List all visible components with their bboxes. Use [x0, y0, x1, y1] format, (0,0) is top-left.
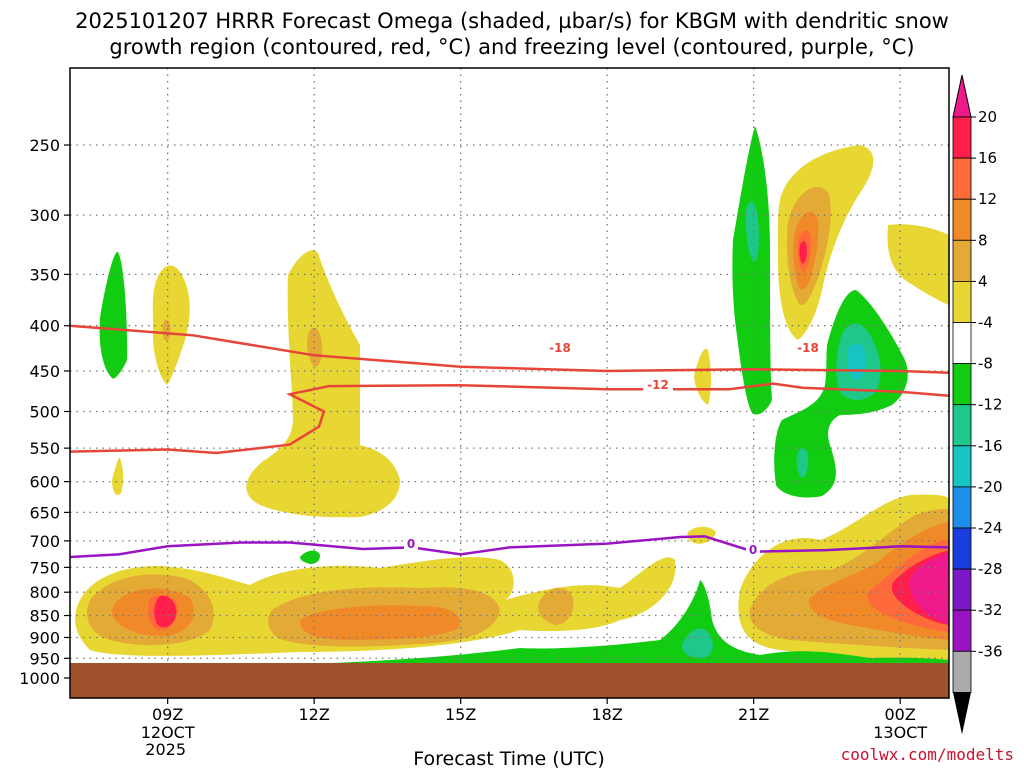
omega-09z-upper-4: [152, 265, 190, 385]
y-tick-label-300: 300: [29, 206, 60, 225]
y-tick-label-350: 350: [29, 265, 60, 284]
y-tick-label-800: 800: [29, 583, 60, 602]
colorbar-swatch-3: [952, 239, 972, 282]
omega-band-lowlevel-12: [112, 588, 460, 640]
dgz-minus18-contour: [70, 324, 949, 374]
colorbar-swatch-10: [952, 527, 972, 570]
omega-22z-upper-pos-20: [799, 240, 807, 264]
ground-terrain: [70, 663, 949, 698]
contour-labels: -18 -18 -12 0 0: [404, 341, 823, 557]
y-tick-label-600: 600: [29, 473, 60, 492]
x-tick-year-09Z: 2025: [145, 740, 186, 759]
omega-08z-mid-pos: [112, 457, 124, 495]
y-tick-label-700: 700: [29, 532, 60, 551]
omega-20z-mid-pos: [694, 348, 711, 405]
freezing-level-label: 0: [407, 537, 415, 551]
colorbar-swatch-9: [952, 486, 972, 529]
colorbar-label-1: 16: [978, 149, 997, 167]
colorbar-label-8: -16: [978, 437, 1003, 455]
x-tick-label-15Z: 15Z: [445, 705, 476, 724]
y-tick-label-750: 750: [29, 558, 60, 577]
y-tick-label-500: 500: [29, 403, 60, 422]
y-tick-label-950: 950: [29, 649, 60, 668]
omega-shading: [75, 126, 949, 665]
x-tick-label-18Z: 18Z: [592, 705, 623, 724]
omega-22z-lower-neg-8: [796, 447, 809, 478]
y-tick-label-450: 450: [29, 362, 60, 381]
y-axis: 250 300 350 400 450 500 550 600 650 700 750 800 850 9…: [19, 136, 70, 688]
omega-08z-upper-neg: [99, 251, 128, 379]
colorbar-label-11: -28: [978, 560, 1003, 578]
y-tick-label-250: 250: [29, 136, 60, 155]
x-tick-sub-00Z: 13OCT: [873, 723, 927, 742]
colorbar-swatch-13: [952, 650, 972, 693]
colorbar-label-6: -8: [978, 355, 993, 373]
x-tick-label-09Z: 09Z: [152, 705, 183, 724]
omega-12z-small-neg: [300, 550, 320, 564]
colorbar-swatch-8: [952, 445, 972, 488]
omega-09z-upper-8: [162, 319, 171, 342]
omega-core-lowlevel-00z: [909, 553, 949, 625]
dgz-minus18-label-2: -18: [797, 341, 819, 355]
freezing-level-label-2: 0: [749, 543, 757, 557]
colorbar-swatch-1: [952, 157, 972, 200]
y-tick-label-400: 400: [29, 317, 60, 336]
omega-21z-upper-neg-8: [745, 201, 759, 262]
x-tick-sub-09Z: 12OCT: [141, 723, 195, 742]
x-tick-label-21Z: 21Z: [738, 705, 769, 724]
omega-23z-mid-neg: [774, 290, 908, 498]
chart-title-line1: 2025101207 HRRR Forecast Omega (shaded, …: [75, 9, 949, 33]
colorbar-label-2: 12: [978, 190, 997, 208]
omega-21z-upper-neg: [732, 126, 772, 415]
x-tick-label-12Z: 12Z: [299, 705, 330, 724]
y-tick-label-550: 550: [29, 439, 60, 458]
colorbar: 20 16 12 8 4 -4 -8 -12 -16 -20 -24 -28 -32 -36: [952, 74, 1003, 735]
omega-plume-12z-8: [307, 327, 323, 367]
y-tick-label-1000: 1000: [19, 669, 60, 688]
colorbar-label-12: -32: [978, 601, 1003, 619]
y-tick-label-900: 900: [29, 628, 60, 647]
omega-00z-upper-pos: [887, 224, 949, 305]
freezing-level-contour: [70, 535, 949, 559]
y-tick-label-650: 650: [29, 503, 60, 522]
omega-plume-12z-4: [246, 250, 400, 518]
colorbar-label-3: 8: [978, 231, 988, 249]
colorbar-swatch-4: [952, 280, 972, 323]
omega-bl-neg-band-8: [682, 628, 713, 658]
colorbar-swatch-5: [952, 322, 972, 364]
dgz-minus12-contour: [70, 382, 949, 455]
colorbar-swatch-6: [952, 363, 972, 406]
plot-frame: [69, 67, 950, 699]
colorbar-label-13: -36: [978, 642, 1003, 660]
colorbar-label-5: -4: [978, 314, 993, 332]
colorbar-label-0: 20: [978, 108, 997, 126]
colorbar-swatch-2: [952, 198, 972, 241]
chart-title-line2: growth region (contoured, red, °C) and f…: [109, 35, 914, 59]
colorbar-label-4: 4: [978, 272, 988, 290]
gridlines: [70, 68, 949, 698]
omega-core-lowlevel-09z: [154, 595, 177, 628]
colorbar-label-9: -20: [978, 478, 1003, 496]
omega-bl-neg-band: [330, 580, 949, 665]
colorbar-top-arrow: [952, 74, 972, 118]
colorbar-swatch-12: [952, 609, 972, 652]
dgz-minus12-label: -12: [647, 378, 669, 392]
y-tick-label-850: 850: [29, 607, 60, 626]
colorbar-label-7: -12: [978, 396, 1003, 414]
colorbar-swatch-7: [952, 404, 972, 447]
colorbar-swatch-11: [952, 568, 972, 611]
site-watermark: coolwx.com/modelts: [841, 745, 1014, 764]
plot-area: -18 -18 -12 0 0: [70, 68, 949, 698]
colorbar-swatch-0: [952, 116, 972, 159]
dgz-minus18-label: -18: [549, 341, 571, 355]
x-tick-label-00Z: 00Z: [885, 705, 916, 724]
colorbar-label-10: -24: [978, 519, 1003, 537]
colorbar-bottom-arrow: [953, 692, 971, 735]
x-axis-label: Forecast Time (UTC): [413, 748, 604, 768]
